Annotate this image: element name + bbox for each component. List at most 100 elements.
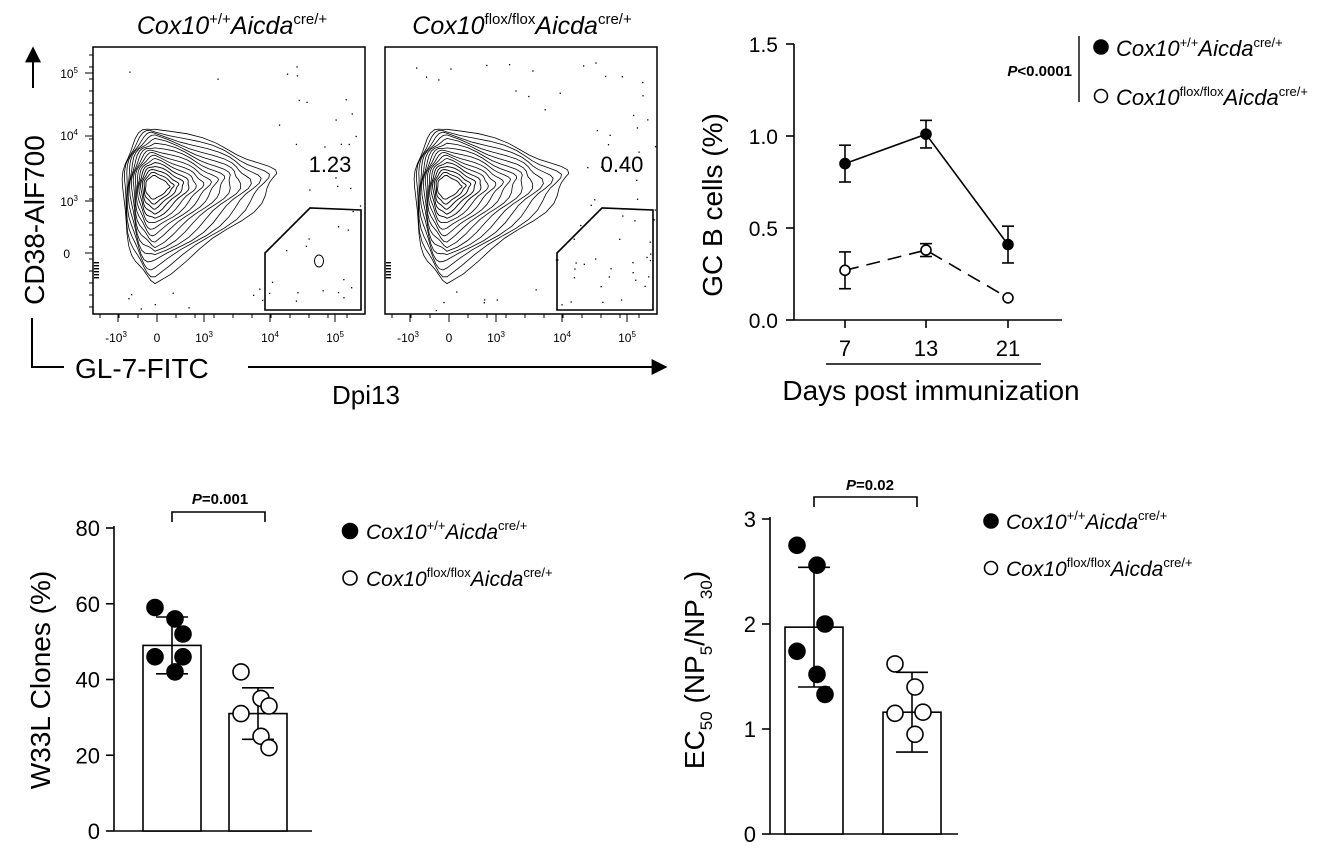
event-dot xyxy=(347,229,349,231)
line-legend-marker-wt xyxy=(1093,39,1109,55)
event-dot xyxy=(636,127,639,129)
flow-x-tick: -103 xyxy=(397,330,419,345)
data-point-wt xyxy=(1002,238,1014,251)
contour-line xyxy=(435,171,467,205)
w33l-y-tick-label: 0 xyxy=(88,819,100,844)
event-dot xyxy=(620,299,623,301)
event-dot xyxy=(636,179,638,181)
event-dot xyxy=(253,294,255,296)
flow-title-wt: Cox10+/+Aicdacre/+ xyxy=(137,11,328,40)
event-dot xyxy=(610,268,612,270)
contour-line xyxy=(127,137,242,256)
event-dot xyxy=(570,301,572,303)
contour-line xyxy=(126,131,262,271)
flow-y-ticks: 105 104 103 0 xyxy=(60,66,78,261)
line-x-tick-label: 7 xyxy=(839,336,851,361)
event-dot xyxy=(425,76,428,78)
w33l-y-tick-label: 80 xyxy=(76,516,100,541)
edge-event xyxy=(386,277,391,279)
event-dot xyxy=(343,297,345,299)
event-dot xyxy=(583,65,585,67)
event-dot xyxy=(345,99,347,101)
event-dot xyxy=(653,219,655,221)
ec50-point-ko xyxy=(906,725,924,744)
contour-line xyxy=(432,166,477,215)
w33l-bar-chart: 0 20 40 60 80 W33L Clones (%) P=0.001 Cox10+… xyxy=(25,491,553,844)
data-point-wt xyxy=(839,157,851,170)
flow-x-tick: 104 xyxy=(553,330,571,345)
event-dot xyxy=(574,268,576,270)
w33l-p-value: P=0.001 xyxy=(192,491,248,508)
ec50-legend-label-wt: Cox10+/+Aicdacre/+ xyxy=(1006,508,1167,534)
event-dot xyxy=(621,76,623,78)
contour-line xyxy=(126,134,252,263)
event-dot xyxy=(575,262,577,264)
event-dot xyxy=(561,304,563,306)
event-dot xyxy=(131,294,133,296)
w33l-bars xyxy=(142,598,288,832)
event-dot xyxy=(297,292,299,294)
event-dot xyxy=(635,279,637,281)
contour-line xyxy=(141,169,180,210)
ec50-legend-marker-wt xyxy=(983,513,999,529)
event-dot xyxy=(608,276,610,278)
event-dot xyxy=(337,292,340,294)
event-dot xyxy=(306,101,308,103)
contour-line xyxy=(424,149,511,243)
event-dot xyxy=(532,70,534,72)
ec50-point-ko xyxy=(906,678,924,696)
flow-x-tick: 103 xyxy=(487,330,505,345)
event-dot xyxy=(269,292,271,295)
event-dot xyxy=(128,298,130,300)
contour-line xyxy=(140,166,185,215)
event-dot xyxy=(573,238,575,240)
event-dot xyxy=(351,287,353,289)
event-dot xyxy=(486,64,488,67)
w33l-y-tick-label: 60 xyxy=(76,592,100,617)
event-dot xyxy=(607,144,610,146)
edge-event xyxy=(94,274,99,276)
event-dot xyxy=(154,304,156,306)
ec50-y-tick-label: 2 xyxy=(744,612,756,637)
event-dot xyxy=(129,71,131,73)
contour-line xyxy=(145,174,171,200)
event-dot xyxy=(172,292,174,294)
event-dot xyxy=(595,258,597,260)
contour-line xyxy=(433,169,472,210)
ec50-bar-chart: 0 1 2 3 EC50 (NP5/NP30) P=0.02 Cox10+/+Aicd… xyxy=(679,477,1193,847)
event-dot xyxy=(619,238,621,240)
event-dot xyxy=(335,177,337,179)
contour-line xyxy=(422,147,518,249)
data-point-ko xyxy=(920,244,932,256)
flow-x-tick: 0 xyxy=(154,331,161,345)
event-dot xyxy=(286,250,288,252)
event-dot xyxy=(416,67,418,69)
event-dot xyxy=(642,95,644,97)
flow-x-tick: 103 xyxy=(195,330,213,345)
w33l-point-wt xyxy=(174,647,192,666)
line-y-axis-label: GC B cells (%) xyxy=(697,113,728,297)
edge-event xyxy=(94,262,99,264)
event-dot xyxy=(262,299,264,301)
event-dot xyxy=(633,114,635,117)
contour-line xyxy=(418,131,554,271)
event-dot xyxy=(654,146,657,148)
event-dot xyxy=(309,189,311,191)
flow-x-tick: 105 xyxy=(618,330,636,345)
ec50-point-wt xyxy=(788,642,806,661)
flow-y-tick: 104 xyxy=(60,128,78,143)
edge-event xyxy=(386,262,391,264)
event-dot xyxy=(352,210,354,213)
flow-frame-ko xyxy=(384,46,658,315)
ec50-point-ko xyxy=(886,704,904,723)
w33l-legend-marker-ko xyxy=(342,570,358,586)
gate-percent-ko: 0.40 xyxy=(601,152,644,177)
event-dot xyxy=(583,263,585,265)
edge-event xyxy=(386,274,391,276)
flow-x-ticks-ko: -103 0 103 104 105 xyxy=(397,330,636,345)
series-line-ko xyxy=(844,249,1009,299)
event-dot xyxy=(634,220,636,222)
edge-event xyxy=(94,268,99,270)
event-dot xyxy=(435,309,437,312)
